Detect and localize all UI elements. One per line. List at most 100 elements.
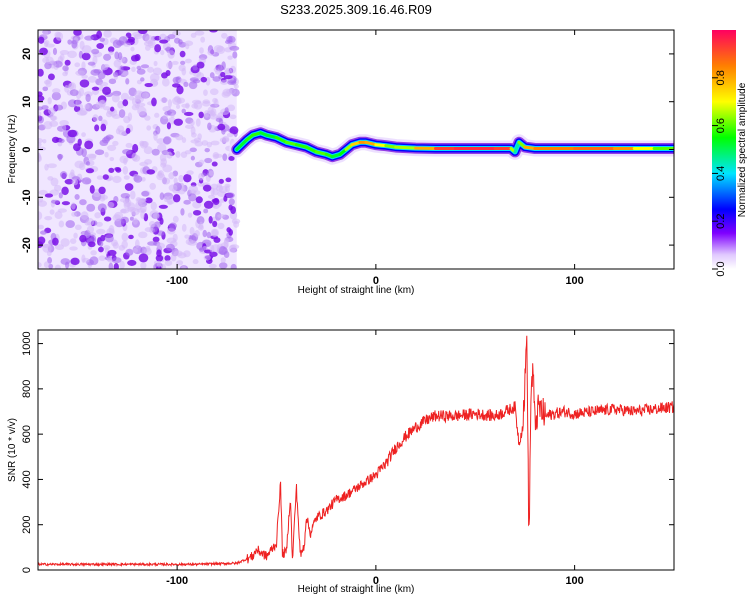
noise-speckle — [71, 211, 78, 217]
noise-speckle — [206, 231, 212, 239]
x-tick-label: 0 — [373, 275, 379, 287]
noise-speckle — [208, 263, 217, 269]
y-tick-label: 20 — [21, 48, 33, 60]
noise-speckle — [57, 153, 63, 161]
noise-speckle — [212, 220, 218, 228]
noise-speckle — [108, 225, 115, 234]
noise-speckle — [208, 170, 214, 177]
noise-speckle — [151, 97, 157, 107]
colorbar: 0.0 0.2 0.4 0.6 0.8 Normalized spectral ampl… — [712, 30, 748, 277]
noise-speckle — [184, 111, 194, 117]
noise-speckle — [198, 111, 204, 119]
noise-speckle — [80, 211, 89, 220]
noise-speckle — [61, 186, 69, 196]
figure-title: S233.2025.309.16.46.R09 — [280, 2, 432, 17]
noise-speckle — [199, 47, 204, 54]
noise-speckle — [178, 174, 184, 183]
snr-frame — [37, 329, 675, 571]
noise-speckle — [145, 197, 153, 204]
noise-speckle — [183, 250, 191, 258]
noise-speckle — [112, 113, 121, 119]
noise-speckle — [96, 175, 104, 180]
noise-speckle — [151, 148, 160, 156]
noise-speckle — [42, 86, 49, 92]
noise-speckle — [99, 85, 104, 92]
noise-speckle — [203, 254, 211, 261]
noise-speckle — [76, 110, 87, 116]
noise-speckle — [81, 52, 91, 61]
noise-speckle — [49, 209, 55, 215]
noise-speckle — [43, 261, 50, 268]
noise-speckle — [167, 99, 173, 108]
noise-speckle — [212, 204, 220, 210]
noise-speckle — [192, 79, 201, 84]
ridge-core-segment — [364, 140, 378, 147]
noise-speckle — [113, 262, 119, 269]
noise-speckle — [165, 243, 175, 252]
noise-speckle — [74, 224, 82, 231]
noise-speckle — [217, 213, 226, 219]
noise-speckle — [218, 262, 228, 269]
noise-speckle — [154, 112, 160, 118]
noise-speckle — [141, 92, 149, 99]
noise-speckle — [125, 142, 133, 149]
y-tick-label: 0 — [21, 567, 33, 573]
noise-speckle — [210, 140, 220, 146]
noise-speckle — [216, 185, 224, 192]
noise-speckle — [222, 135, 230, 142]
noise-speckle — [89, 256, 99, 266]
noise-speckle — [198, 221, 204, 230]
noise-speckle — [166, 151, 173, 159]
y-tick-label: 200 — [21, 516, 33, 534]
noise-speckle — [181, 108, 186, 114]
noise-speckle — [175, 134, 184, 141]
noise-speckle — [183, 199, 191, 205]
y-tick-label: 800 — [21, 380, 33, 398]
noise-speckle — [184, 124, 194, 129]
noise-speckle — [176, 104, 181, 110]
noise-speckle — [175, 151, 181, 158]
noise-speckle — [220, 71, 226, 78]
noise-speckle — [229, 45, 240, 51]
noise-speckle — [48, 263, 54, 269]
noise-speckle — [199, 247, 205, 252]
noise-speckle — [124, 183, 134, 191]
noise-speckle — [233, 220, 240, 228]
noise-speckle — [138, 231, 148, 239]
noise-speckle — [194, 30, 205, 36]
noise-speckle — [220, 257, 226, 264]
noise-speckle — [209, 113, 218, 120]
noise-speckle — [191, 103, 199, 109]
noise-speckle — [115, 167, 122, 173]
noise-speckle — [208, 216, 213, 224]
noise-speckle — [75, 98, 81, 108]
noise-speckle — [185, 238, 194, 246]
noise-speckle — [127, 112, 133, 121]
noise-speckle — [38, 189, 48, 196]
noise-speckle — [52, 88, 61, 94]
noise-speckle — [100, 123, 107, 132]
noise-speckle — [98, 246, 104, 253]
noise-speckle — [196, 216, 205, 225]
noise-speckle — [180, 151, 188, 158]
noise-speckle — [68, 82, 75, 90]
spectral-ridge — [228, 124, 674, 165]
noise-speckle — [223, 74, 233, 80]
noise-speckle — [42, 243, 51, 248]
noise-speckle — [190, 119, 195, 126]
noise-speckle — [154, 44, 162, 53]
y-tick-label: 600 — [21, 425, 33, 443]
noise-speckle — [86, 153, 97, 159]
noise-speckle — [38, 153, 42, 162]
noise-speckle — [59, 171, 68, 179]
noise-speckle — [134, 239, 140, 249]
noise-speckle — [107, 46, 115, 53]
noise-speckle — [164, 255, 171, 262]
noise-speckle — [81, 148, 87, 158]
ridge-core-segment — [284, 140, 298, 147]
noise-speckle — [168, 222, 177, 230]
noise-speckle — [200, 36, 206, 43]
noise-speckle — [224, 107, 229, 114]
noise-speckle — [213, 153, 223, 158]
